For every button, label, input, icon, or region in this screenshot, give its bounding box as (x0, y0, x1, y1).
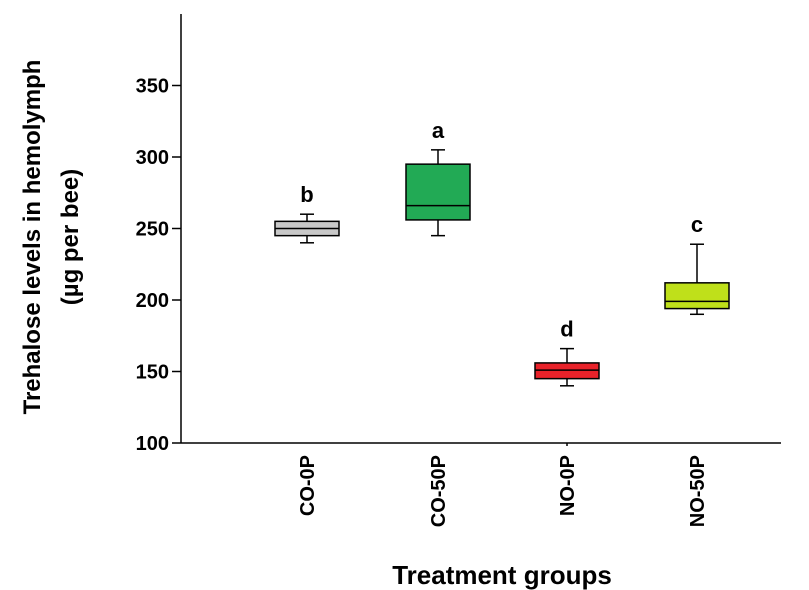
y-tick-label: 300 (136, 147, 169, 169)
x-tick-label: NO-50P (687, 455, 709, 527)
y-tick-label: 250 (136, 219, 169, 241)
significance-letter: d (560, 317, 573, 342)
box-co-50p: a (405, 118, 471, 237)
y-tick-label: 200 (136, 290, 169, 312)
y-axis-title-line2: (µg per bee) (57, 169, 84, 306)
box-no-0p: d (534, 317, 600, 387)
significance-letter: a (432, 118, 445, 143)
box-series: b a d c (274, 118, 730, 387)
box-co-0p: b (274, 182, 340, 244)
y-ticks: 100 150 200 250 300 350 (136, 76, 181, 455)
y-tick-label: 350 (136, 76, 169, 98)
y-tick-label: 100 (136, 433, 169, 455)
x-axis-title: Treatment groups (392, 560, 612, 590)
y-axis-title-line1: Trehalose levels in hemolymph (19, 60, 46, 415)
box-no-50p: c (664, 212, 730, 316)
x-tick-label: NO-0P (557, 455, 579, 516)
y-tick-label: 150 (136, 362, 169, 384)
significance-letter: b (300, 182, 313, 207)
box-iqr (405, 163, 471, 221)
box-iqr (664, 282, 730, 310)
x-tick-labels: CO-0P CO-50P NO-0P NO-50P (297, 443, 709, 527)
significance-letter: c (691, 212, 703, 237)
x-tick-label: CO-50P (428, 455, 450, 527)
x-tick-label: CO-0P (297, 455, 319, 516)
